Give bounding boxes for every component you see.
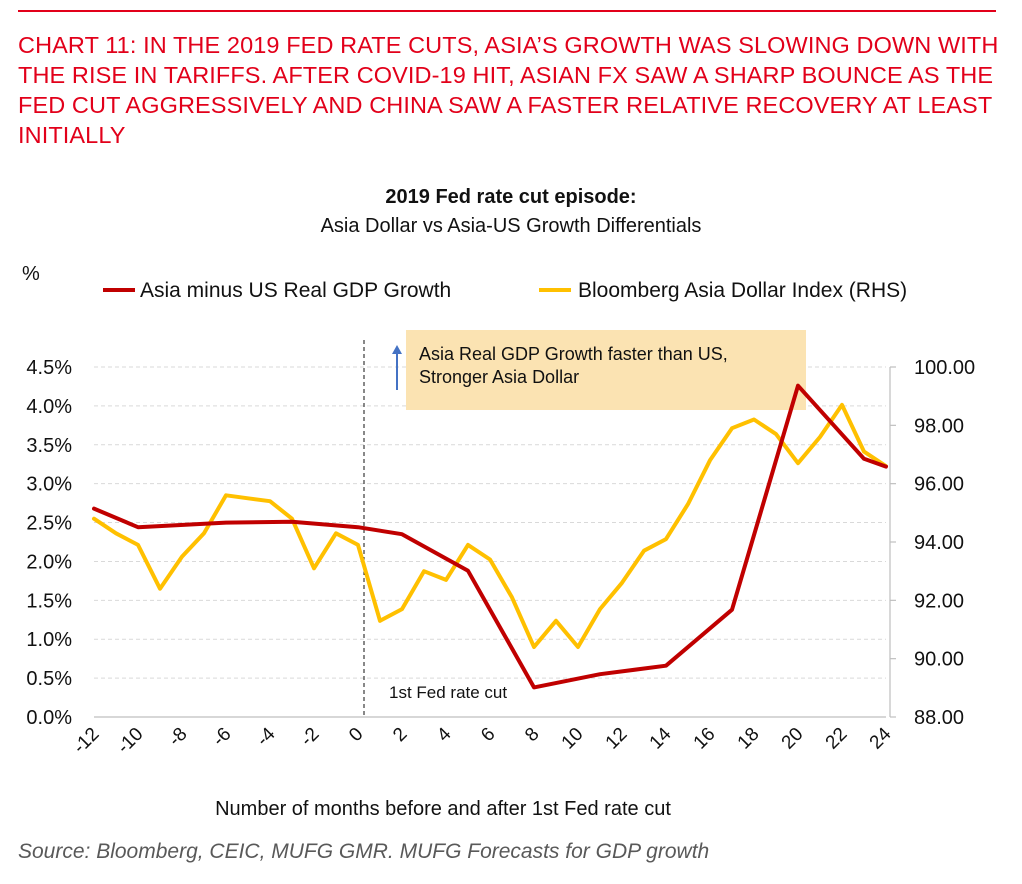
y2-tick-label: 90.00 xyxy=(914,649,964,671)
x-tick-label: -10 xyxy=(113,724,147,758)
y-tick-label: 0.5% xyxy=(26,668,72,690)
y-tick-label: 4.0% xyxy=(26,396,72,418)
x-tick-label: 0 xyxy=(345,724,367,746)
y-tick-label: 3.5% xyxy=(26,435,72,457)
x-tick-label: -8 xyxy=(165,724,192,751)
x-tick-label: -12 xyxy=(69,724,103,758)
annotations: 1st Fed rate cut Asia Real GDP Growth fas… xyxy=(363,330,806,717)
asia-dollar-index-line xyxy=(92,402,888,649)
x-axis-label: Number of months before and after 1st Fe… xyxy=(215,798,671,820)
y-tick-label: 2.5% xyxy=(26,513,72,535)
x-tick-label: 10 xyxy=(558,724,588,754)
x-tick-label: 20 xyxy=(778,724,808,754)
x-tick-label: -6 xyxy=(209,724,236,751)
x-tick-label: 22 xyxy=(822,724,852,754)
tick-labels: 0.0% 0.5% 1.0% 1.5% 2.0% 2.5% 3.0% 3.5% 4.0% 4.5%… xyxy=(26,357,975,758)
legend: Asia minus US Real GDP Growth Bloomberg A… xyxy=(103,279,907,302)
series-lines xyxy=(92,383,888,690)
x-tick-label: 2 xyxy=(389,724,411,746)
legend-label: Bloomberg Asia Dollar Index (RHS) xyxy=(578,279,907,302)
y2-tick-label: 98.00 xyxy=(914,415,964,437)
x-tick-label: 6 xyxy=(477,724,499,746)
x-tick-label: 16 xyxy=(690,724,720,754)
y-tick-label: 2.0% xyxy=(26,551,72,573)
legend-label: Asia minus US Real GDP Growth xyxy=(140,279,451,302)
x-tick-label: 18 xyxy=(734,724,764,754)
fed-cut-label: 1st Fed rate cut xyxy=(389,683,507,702)
y-tick-label: 4.5% xyxy=(26,357,72,379)
x-tick-label: 12 xyxy=(602,724,632,754)
x-tick-label: 4 xyxy=(433,723,456,746)
y-tick-label: 3.0% xyxy=(26,474,72,496)
top-rule xyxy=(18,10,996,12)
up-arrow-head-icon xyxy=(392,345,402,354)
y2-tick-label: 94.00 xyxy=(914,532,964,554)
chart-subtitle: Asia Dollar vs Asia-US Growth Differenti… xyxy=(320,215,702,237)
annotation-box-line: Asia Real GDP Growth faster than US, xyxy=(419,344,728,364)
y-tick-label: 1.5% xyxy=(26,590,72,612)
gdp-differential-line xyxy=(92,383,888,690)
x-tick-label: 14 xyxy=(646,723,676,753)
y-tick-label: 1.0% xyxy=(26,629,72,651)
chart-headline: CHART 11: IN THE 2019 FED RATE CUTS, ASI… xyxy=(18,32,999,148)
x-tick-label: -2 xyxy=(297,724,324,751)
x-tick-label: 8 xyxy=(521,724,543,746)
source-note: Source: Bloomberg, CEIC, MUFG GMR. MUFG … xyxy=(18,840,710,863)
axes xyxy=(94,366,896,718)
y-axis-unit-label: % xyxy=(22,263,40,285)
x-tick-label: -4 xyxy=(253,723,280,750)
x-tick-label: 24 xyxy=(866,723,896,753)
y-tick-label: 0.0% xyxy=(26,707,72,729)
y2-tick-label: 100.00 xyxy=(914,357,975,379)
y2-tick-label: 96.00 xyxy=(914,474,964,496)
annotation-box-line: Stronger Asia Dollar xyxy=(419,367,579,387)
y2-tick-label: 88.00 xyxy=(914,707,964,729)
y2-tick-label: 92.00 xyxy=(914,590,964,612)
chart-title: 2019 Fed rate cut episode: xyxy=(385,186,637,208)
annotation-box xyxy=(406,330,806,410)
